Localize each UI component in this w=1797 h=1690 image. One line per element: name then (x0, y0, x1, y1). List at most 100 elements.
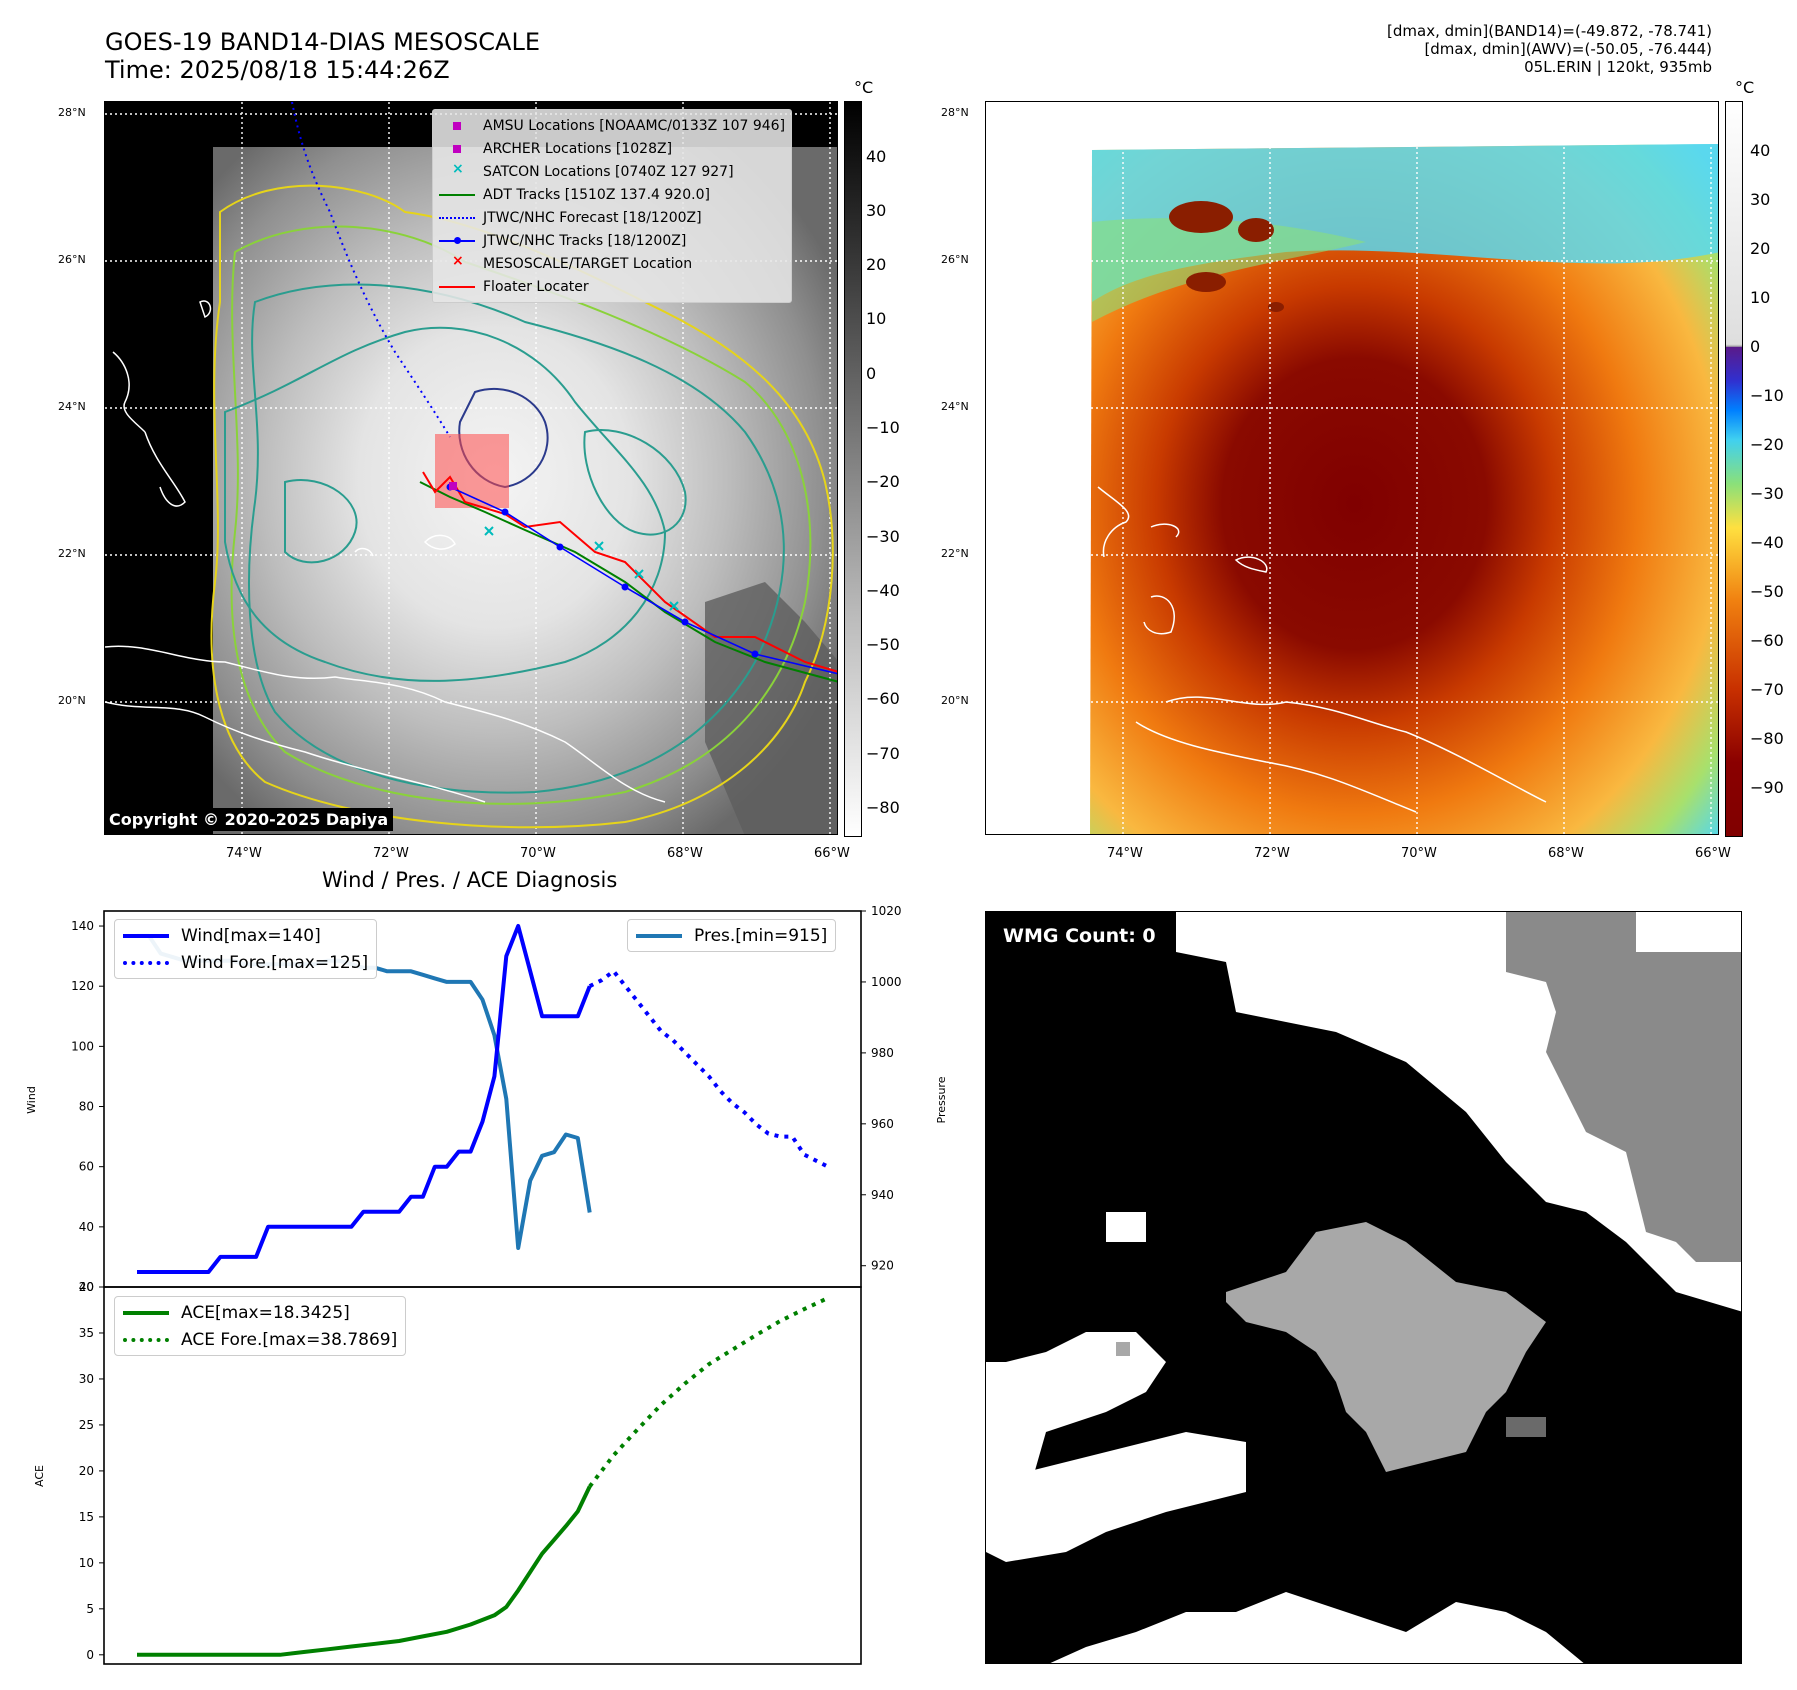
legend-archer: ARCHER Locations [1028Z] (439, 137, 785, 160)
cb-tick: −50 (866, 635, 900, 654)
wind-tick-label: 80 (79, 1100, 94, 1114)
legend-marker (439, 280, 475, 294)
cb-tick: 0 (866, 364, 877, 383)
legend-floater: Floater Locater (439, 275, 785, 298)
copyright-label: Copyright © 2020-2025 Dapiya (104, 808, 394, 831)
legend-label: Pres.[min=915] (694, 925, 828, 946)
wind-tick-label: 100 (71, 1039, 94, 1053)
legend-label: MESOSCALE/TARGET Location (483, 255, 693, 272)
pressure-axis: 920 940 960 980 1000 1020 (861, 904, 902, 1273)
color-ir-map-svg (986, 102, 1718, 834)
cb-tick: 40 (1750, 141, 1771, 160)
legend-forecast: JTWC/NHC Forecast [18/1200Z] (439, 206, 785, 229)
pressure-tick-label: 920 (871, 1259, 894, 1273)
legend-label: SATCON Locations [0740Z 127 927] (483, 163, 734, 180)
info-line-3: 05L.ERIN | 120kt, 935mb (1524, 58, 1712, 76)
legend-wind-fore: Wind Fore.[max=125] (123, 949, 368, 976)
color-colorbar (1725, 101, 1743, 837)
legend-marker (439, 119, 475, 133)
lon-label: 74°W (226, 846, 262, 861)
legend-label: ACE[max=18.3425] (181, 1302, 350, 1323)
diag-title: Wind / Pres. / ACE Diagnosis (322, 868, 618, 892)
lon-label: 74°W (1107, 846, 1143, 861)
pressure-tick-label: 980 (871, 1046, 894, 1060)
cb-tick: −30 (866, 527, 900, 546)
legend-amsu: AMSU Locations [NOAAMC/0133Z 107 946] (439, 114, 785, 137)
lon-label: 70°W (1401, 846, 1437, 861)
colorbar-unit: °C (854, 78, 874, 97)
cb-tick: −10 (866, 418, 900, 437)
cb-tick: 10 (1750, 288, 1771, 307)
map-gridlines (986, 102, 1718, 834)
wmg-dark-gray-area (1506, 912, 1741, 1262)
legend-ace: ACE[max=18.3425] (123, 1299, 397, 1326)
lon-label: 70°W (520, 846, 556, 861)
cb-tick: −60 (1750, 631, 1784, 650)
ace-plot-frame (103, 1286, 862, 1665)
ace-tick-label: 25 (79, 1418, 94, 1432)
ace-tick-label: 40 (79, 1280, 94, 1294)
legend-label: JTWC/NHC Forecast [18/1200Z] (483, 209, 702, 226)
cb-tick: −10 (1750, 386, 1784, 405)
legend-label: AMSU Locations [NOAAMC/0133Z 107 946] (483, 117, 786, 134)
cb-tick: −60 (866, 689, 900, 708)
floater-track (422, 471, 837, 673)
cb-tick: −80 (1750, 729, 1784, 748)
cb-tick: 40 (866, 147, 887, 166)
legend-label: ACE Fore.[max=38.7869] (181, 1329, 398, 1350)
lat-label: 22°N (941, 547, 969, 560)
title-line-1: GOES-19 BAND14-DIAS MESOSCALE (105, 28, 541, 56)
grayscale-colorbar (844, 101, 862, 837)
lat-label: 26°N (58, 253, 86, 266)
wmg-pixel (1106, 1212, 1146, 1242)
cb-tick: −20 (1750, 435, 1784, 454)
legend-marker (439, 211, 475, 225)
wmg-panel (985, 911, 1742, 1664)
cb-tick: 30 (866, 201, 887, 220)
wmg-white-corner (1636, 912, 1741, 952)
cold-tops (1169, 201, 1284, 312)
cb-tick: −30 (1750, 484, 1784, 503)
cb-tick: −70 (866, 744, 900, 763)
map-title: GOES-19 BAND14-DIAS MESOSCALE Time: 2025… (105, 28, 540, 84)
ace-axis: 0 5 10 15 20 25 30 35 40 (79, 1280, 104, 1662)
dry-band (705, 582, 837, 834)
lon-label: 68°W (1548, 846, 1584, 861)
pressure-line (137, 933, 592, 1250)
ace-tick-label: 5 (86, 1602, 94, 1616)
ace-tick-label: 35 (79, 1326, 94, 1340)
wind-tick-label: 140 (71, 919, 94, 933)
legend-label: Wind Fore.[max=125] (181, 952, 369, 973)
cb-tick: 0 (1750, 337, 1761, 356)
legend-swatch (123, 1337, 169, 1342)
adt-track (419, 481, 837, 683)
cloud-field (1090, 144, 1718, 834)
lat-label: 24°N (58, 400, 86, 413)
low-cloud (1092, 218, 1366, 322)
legend-label: JTWC/NHC Tracks [18/1200Z] (483, 232, 687, 249)
wind-tick-label: 60 (79, 1160, 94, 1174)
legend-marker (439, 234, 475, 248)
ace-ylabel: ACE (33, 1465, 46, 1487)
lon-label: 66°W (1695, 846, 1731, 861)
pressure-tick-label: 960 (871, 1117, 894, 1131)
wind-forecast-line (588, 969, 829, 1169)
lat-label: 24°N (941, 400, 969, 413)
cb-tick: 10 (866, 309, 887, 328)
wmg-count-badge: WMG Count: 0 (995, 921, 1164, 951)
wmg-white-patch (986, 1432, 1246, 1562)
wmg-pixel (1116, 1342, 1130, 1356)
legend-swatch (123, 1310, 169, 1315)
pressure-tick-label: 940 (871, 1188, 894, 1202)
wmg-gray-area (1226, 1222, 1546, 1472)
ace-tick-label: 0 (86, 1648, 94, 1662)
wind-line (137, 924, 592, 1274)
legend-label: ARCHER Locations [1028Z] (483, 140, 673, 157)
cb-tick: −70 (1750, 680, 1784, 699)
lat-label: 20°N (58, 694, 86, 707)
wmg-map (986, 912, 1741, 1663)
map-legend: AMSU Locations [NOAAMC/0133Z 107 946] AR… (432, 109, 793, 303)
colorbar-unit: °C (1735, 78, 1755, 97)
cb-tick: −50 (1750, 582, 1784, 601)
